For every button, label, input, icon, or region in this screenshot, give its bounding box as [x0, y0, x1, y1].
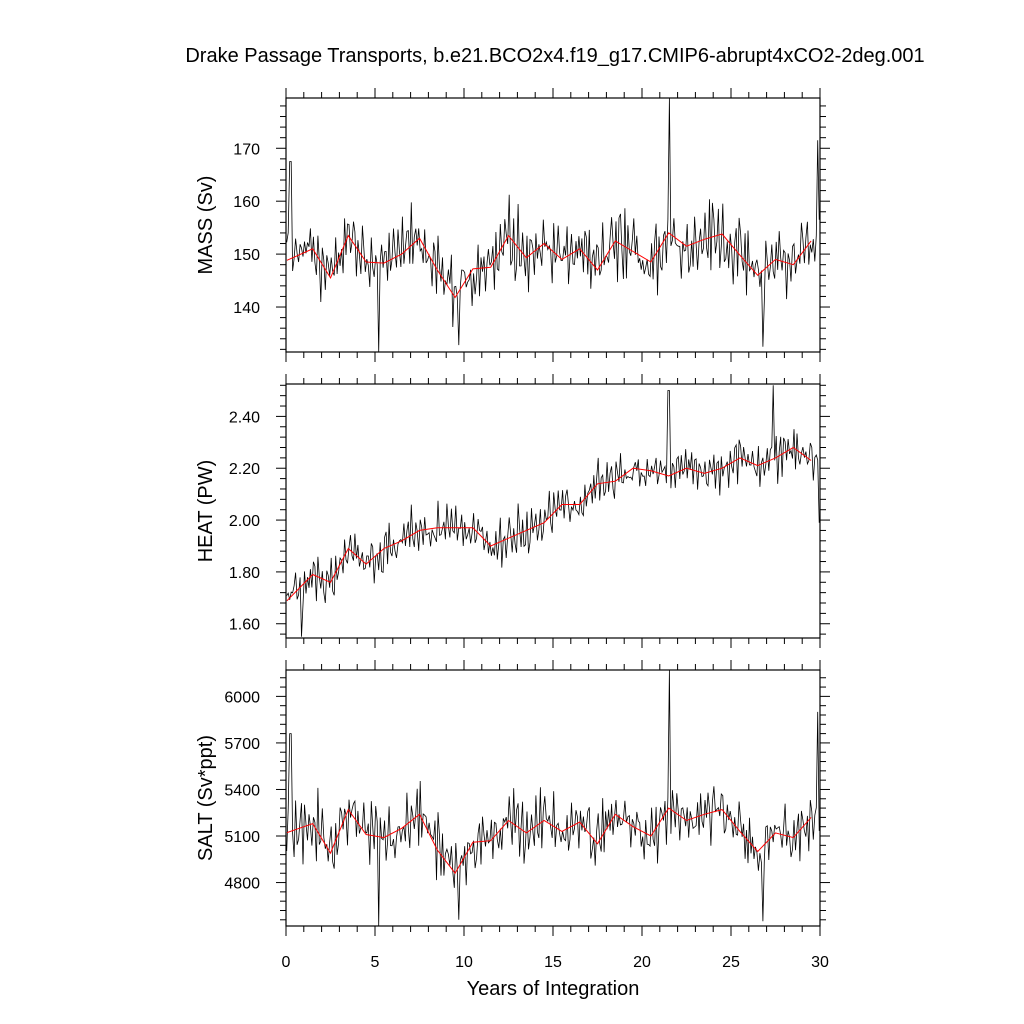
- x-tick-label: 0: [282, 954, 291, 971]
- salt-y-tick-label: 5100: [224, 829, 260, 846]
- mass-monthly-series-line: [286, 98, 820, 352]
- mass-annual-mean-line: [286, 232, 812, 299]
- x-tick-label: 30: [811, 954, 829, 971]
- x-tick-label: 20: [633, 954, 651, 971]
- heat-y-tick-label: 2.40: [229, 409, 260, 426]
- x-axis-label: Years of Integration: [467, 978, 640, 1000]
- salt-monthly-series-line: [286, 670, 820, 926]
- heat-monthly-series-line: [286, 385, 820, 637]
- x-tick-label: 15: [544, 954, 562, 971]
- x-tick-label: 25: [722, 954, 740, 971]
- panel-heat: 1.60 1.80 2.00 2.20 2.40 HEAT (PW): [195, 374, 830, 648]
- heat-y-tick-label: 2.00: [229, 513, 260, 530]
- x-tick-label: 10: [455, 954, 473, 971]
- heat-y-tick-label: 2.20: [229, 461, 260, 478]
- chart-title: Drake Passage Transports, b.e21.BCO2x4.f…: [185, 45, 925, 67]
- salt-y-tick-label: 5400: [224, 782, 260, 799]
- heat-y-tick-label: 1.80: [229, 565, 260, 582]
- salt-y-axis-label: SALT (Sv*ppt): [195, 735, 217, 861]
- heat-y-axis-label: HEAT (PW): [195, 460, 217, 563]
- panel-salt: 4800 5100 5400 5700 6000 SALT (Sv*ppt): [195, 660, 830, 936]
- mass-y-tick-label: 150: [233, 247, 260, 264]
- x-tick-label: 5: [371, 954, 380, 971]
- salt-plot-frame: [285, 669, 821, 927]
- salt-annual-mean-line: [286, 807, 812, 875]
- heat-annual-mean-line: [286, 446, 812, 602]
- panel-mass: 140 150 160 170 MASS (Sv): [195, 88, 830, 362]
- salt-y-tick-label: 4800: [224, 876, 260, 893]
- mass-y-tick-label: 170: [233, 141, 260, 158]
- salt-y-tick-label: 5700: [224, 736, 260, 753]
- salt-y-tick-label: 6000: [224, 689, 260, 706]
- mass-y-tick-label: 160: [233, 194, 260, 211]
- mass-y-tick-label: 140: [233, 300, 260, 317]
- mass-y-axis-label: MASS (Sv): [195, 176, 217, 275]
- heat-y-tick-label: 1.60: [229, 617, 260, 634]
